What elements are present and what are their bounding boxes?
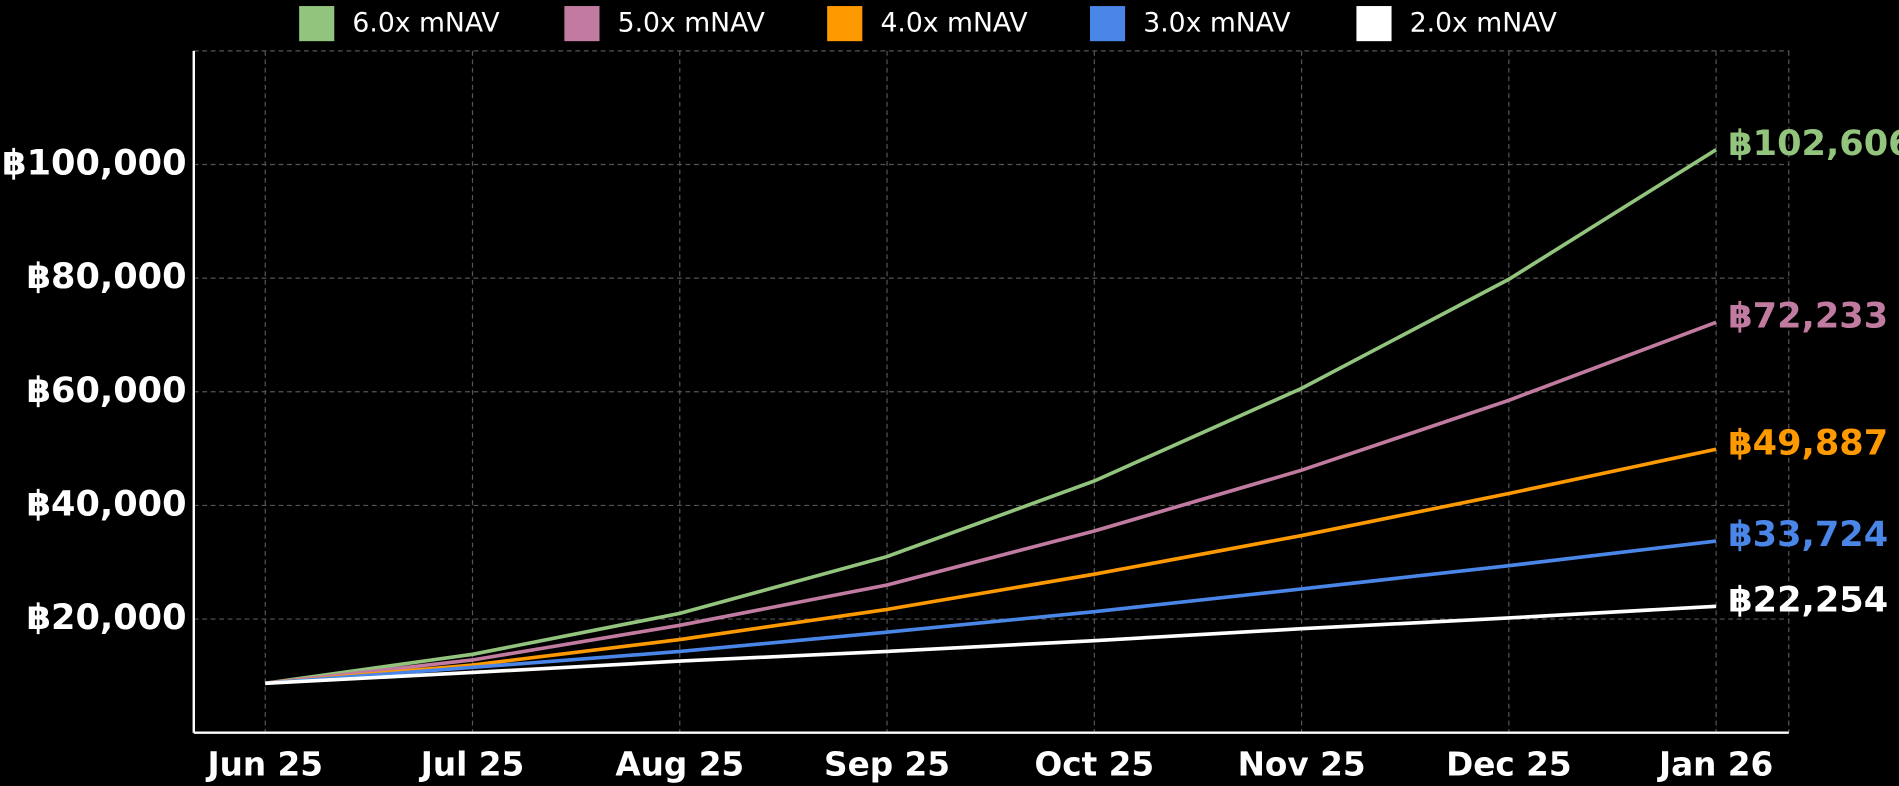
value-label: ฿33,724 bbox=[1728, 514, 1888, 555]
value-label: ฿72,233 bbox=[1728, 295, 1888, 336]
y-tick-label: ฿60,000 bbox=[27, 370, 187, 411]
series-line bbox=[265, 320, 1717, 686]
legend-swatch bbox=[564, 6, 600, 42]
x-tick-label: Jun 25 bbox=[205, 746, 323, 784]
legend-label: 4.0x mNAV bbox=[880, 8, 1027, 39]
legend-swatch bbox=[299, 6, 335, 42]
x-tick-label: Oct 25 bbox=[1034, 746, 1154, 784]
y-tick-label: ฿20,000 bbox=[27, 597, 187, 638]
x-tick-label: Sep 25 bbox=[824, 746, 950, 784]
legend-label: 3.0x mNAV bbox=[1143, 8, 1290, 39]
series-line bbox=[265, 539, 1717, 686]
series-line bbox=[264, 148, 1718, 686]
x-tick-label: Jan 26 bbox=[1657, 746, 1773, 784]
value-label: ฿102,606 bbox=[1728, 123, 1899, 164]
x-tick-label: Aug 25 bbox=[615, 746, 744, 784]
series-line bbox=[265, 604, 1717, 686]
x-tick-label: Dec 25 bbox=[1446, 746, 1572, 784]
y-tick-label: ฿40,000 bbox=[27, 483, 187, 524]
legend-swatch bbox=[1356, 6, 1392, 42]
x-tick-label: Nov 25 bbox=[1238, 746, 1366, 784]
series-line bbox=[265, 447, 1717, 686]
legend-swatch bbox=[1089, 6, 1126, 42]
value-label: ฿22,254 bbox=[1728, 579, 1888, 620]
value-label: ฿49,887 bbox=[1728, 422, 1888, 463]
legend-label: 6.0x mNAV bbox=[352, 8, 499, 39]
legend-swatch bbox=[827, 6, 863, 42]
y-tick-label: ฿80,000 bbox=[27, 256, 187, 297]
x-tick-label: Jul 25 bbox=[419, 746, 525, 784]
y-tick-label: ฿100,000 bbox=[2, 143, 186, 184]
legend-label: 2.0x mNAV bbox=[1410, 8, 1557, 39]
legend-label: 5.0x mNAV bbox=[618, 8, 765, 39]
